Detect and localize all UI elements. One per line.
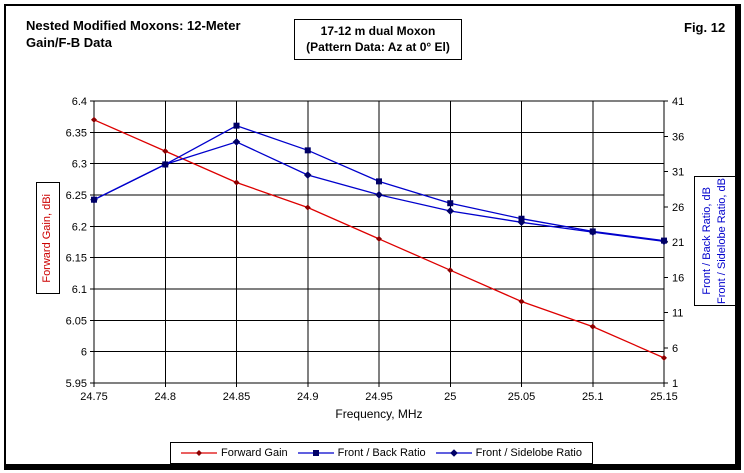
x-tick-label: 25 (444, 391, 456, 403)
series-marker (518, 298, 525, 305)
series-marker (661, 354, 667, 361)
y-left-tick-label: 6 (81, 347, 87, 359)
series-marker (90, 195, 98, 204)
series-marker (446, 207, 455, 215)
legend-item: Forward Gain (181, 447, 288, 459)
y-left-tick-label: 6.4 (72, 96, 87, 108)
legend-item-label: Front / Sidelobe Ratio (475, 447, 582, 459)
y-right-tick-label: 1 (672, 378, 678, 390)
right-axis-title-box: Front / Back Ratio, dB Front / Sidelobe … (694, 176, 736, 306)
series-marker (161, 160, 170, 169)
legend-item-label: Front / Back Ratio (337, 447, 426, 459)
y-right-tick-label: 26 (672, 202, 684, 214)
right-axis-title-line1: Front / Back Ratio, dB (700, 187, 713, 295)
series-marker (304, 204, 311, 211)
series-marker (162, 148, 169, 155)
y-left-tick-label: 6.25 (66, 190, 87, 202)
series-marker (447, 267, 454, 274)
x-tick-label: 25.1 (582, 391, 603, 403)
y-left-tick-label: 6.15 (66, 253, 87, 265)
legend-item-label: Forward Gain (221, 447, 288, 459)
series-marker (312, 450, 319, 456)
series-marker (447, 200, 454, 207)
y-left-tick-label: 6.35 (66, 127, 87, 139)
left-axis-title-box: Forward Gain, dBi (36, 182, 60, 294)
x-tick-label: 24.75 (80, 391, 108, 403)
series-marker (517, 218, 526, 227)
chart-title: Nested Modified Moxons: 12-Meter Gain/F-… (26, 18, 241, 50)
figure-number-label: Fig. 12 (684, 20, 726, 35)
x-tick-label: 24.85 (223, 391, 251, 403)
y-right-tick-label: 6 (672, 343, 678, 355)
x-tick-label: 24.9 (297, 391, 318, 403)
x-tick-label: 24.95 (365, 391, 393, 403)
legend-swatch (435, 449, 472, 457)
right-axis-title-line2: Front / Sidelobe Ratio, dB (716, 178, 728, 304)
outer-frame: Nested Modified Moxons: 12-Meter Gain/F-… (4, 4, 741, 470)
legend-swatch (297, 450, 334, 456)
y-left-tick-label: 6.2 (72, 221, 87, 233)
y-right-tick-label: 11 (672, 308, 683, 320)
legend-swatch (181, 450, 217, 456)
y-right-tick-label: 36 (672, 131, 684, 143)
legend-item: Front / Back Ratio (297, 447, 426, 459)
series-marker (660, 237, 668, 246)
y-right-tick-label: 21 (672, 237, 684, 249)
series-marker (375, 190, 383, 199)
y-left-tick-label: 6.05 (66, 315, 87, 327)
series-marker (588, 228, 597, 236)
series-marker (376, 235, 382, 242)
y-left-tick-label: 5.95 (66, 378, 87, 390)
series-marker (376, 178, 382, 185)
series-marker (304, 147, 311, 154)
series-marker (91, 116, 97, 123)
annotation-box: 17-12 m dual Moxon (Pattern Data: Az at … (294, 19, 462, 60)
series-marker (232, 138, 241, 146)
left-axis-title: Forward Gain, dBi (41, 193, 54, 283)
x-tick-label: 24.8 (155, 391, 176, 403)
y-right-tick-label: 41 (672, 96, 684, 108)
x-axis-title: Frequency, MHz (335, 407, 423, 421)
y-left-tick-label: 6.1 (72, 284, 87, 296)
series-marker (449, 449, 458, 457)
y-right-tick-label: 16 (672, 272, 684, 284)
series-marker (196, 450, 202, 456)
legend: Forward Gain Front / Back Ratio Front / Si… (170, 442, 593, 464)
series-marker (303, 171, 312, 179)
y-right-tick-label: 31 (672, 167, 684, 179)
legend-item: Front / Sidelobe Ratio (435, 447, 582, 459)
x-tick-label: 25.05 (508, 391, 536, 403)
x-tick-label: 25.15 (650, 391, 678, 403)
series-marker (233, 122, 240, 129)
chart-plot: 6.4 6.35 6.3 6.25 6.2 6.15 6.1 6.05 6 5.95 41 36 31 2… (66, 96, 685, 403)
y-left-tick-label: 6.3 (72, 159, 87, 171)
series-marker (233, 179, 240, 186)
series-marker (589, 323, 596, 330)
